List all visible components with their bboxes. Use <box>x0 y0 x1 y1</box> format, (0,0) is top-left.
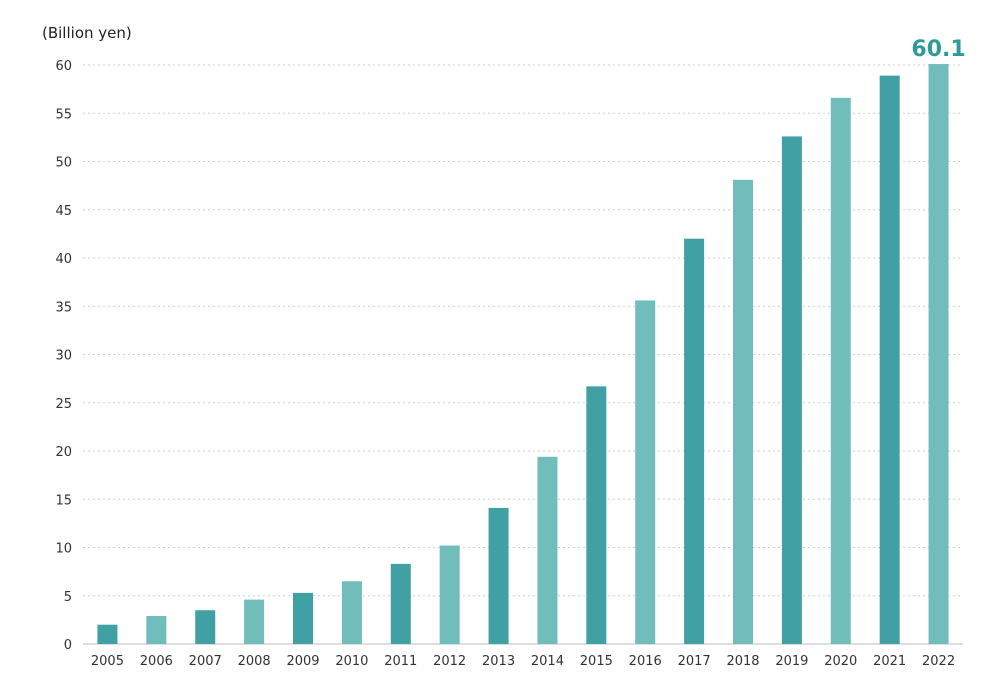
x-tick-label: 2020 <box>824 654 857 669</box>
bar-2020 <box>830 97 851 644</box>
bars <box>97 64 949 645</box>
x-tick-label: 2016 <box>629 654 662 669</box>
bar-2006 <box>146 616 167 644</box>
x-tick-label: 2022 <box>922 654 955 669</box>
y-tick-label: 25 <box>55 397 72 412</box>
x-tick-label: 2008 <box>238 654 271 669</box>
x-tick-label: 2017 <box>678 654 711 669</box>
y-tick-label: 20 <box>55 445 72 460</box>
y-tick-labels: 0 5 10 15 20 25 30 35 40 45 50 55 60 <box>55 59 72 653</box>
bar-2005 <box>97 624 118 644</box>
x-tick-label: 2007 <box>189 654 222 669</box>
bar-2017 <box>684 238 705 644</box>
bar-2018 <box>733 179 753 644</box>
y-tick-label: 60 <box>55 59 72 74</box>
y-tick-label: 35 <box>55 300 72 315</box>
value-annotation: 60.1 <box>911 37 965 62</box>
x-tick-label: 2009 <box>286 654 319 669</box>
x-tick-label: 2012 <box>433 654 466 669</box>
bar-2022 <box>928 64 949 644</box>
x-tick-label: 2010 <box>335 654 368 669</box>
y-tick-label: 15 <box>55 493 72 508</box>
bar-2013 <box>488 507 509 644</box>
x-tick-label: 2013 <box>482 654 515 669</box>
y-tick-label: 55 <box>55 107 72 122</box>
y-tick-label: 40 <box>55 252 72 267</box>
x-tick-label: 2011 <box>384 654 417 669</box>
bar-2012 <box>439 545 460 644</box>
y-tick-label: 30 <box>55 349 72 364</box>
x-tick-label: 2019 <box>775 654 808 669</box>
grid-lines <box>83 64 963 645</box>
y-tick-label: 10 <box>55 542 72 557</box>
bar-2009 <box>293 592 313 644</box>
x-tick-label: 2006 <box>140 654 173 669</box>
x-tick-label: 2021 <box>873 654 906 669</box>
x-tick-label: 2014 <box>531 654 564 669</box>
bar-2019 <box>781 136 802 644</box>
x-tick-label: 2005 <box>91 654 124 669</box>
y-tick-label: 50 <box>55 156 72 171</box>
bar-2016 <box>635 300 656 644</box>
bar-2008 <box>244 599 265 644</box>
y-axis-unit-label: (Billion yen) <box>42 24 132 42</box>
bar-2021 <box>879 75 900 645</box>
bar-2010 <box>341 581 362 644</box>
x-tick-label: 2015 <box>580 654 613 669</box>
bar-2015 <box>586 386 607 644</box>
x-tick-labels: 2005 2006 2007 2008 2009 2010 2011 2012 2013 2014… <box>91 654 955 669</box>
bar-2014 <box>537 456 558 644</box>
y-tick-label: 45 <box>55 204 72 219</box>
bar-2007 <box>195 610 216 644</box>
bar-2011 <box>390 563 411 644</box>
y-tick-label: 0 <box>64 638 72 653</box>
y-tick-label: 5 <box>64 590 72 605</box>
x-tick-label: 2018 <box>726 654 759 669</box>
